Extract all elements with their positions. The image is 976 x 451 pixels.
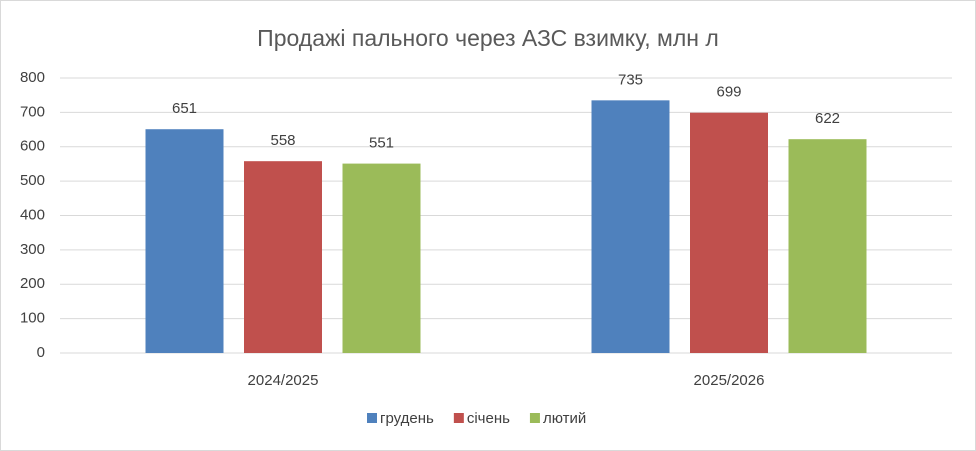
data-label: 551 <box>369 135 394 152</box>
legend-label: лютий <box>543 410 586 427</box>
legend-swatch <box>367 413 377 423</box>
y-tick-label: 500 <box>20 172 45 189</box>
y-tick-label: 300 <box>20 241 45 258</box>
legend-swatch <box>529 413 540 423</box>
chart-title: Продажі пального через АЗС взимку, млн л <box>257 25 719 51</box>
y-tick-label: 700 <box>20 103 45 120</box>
bar <box>591 100 670 353</box>
data-label: 651 <box>172 100 197 117</box>
y-tick-label: 800 <box>20 69 45 86</box>
y-tick-label: 200 <box>20 275 45 292</box>
x-tick-label: 2025/2026 <box>694 372 765 389</box>
y-tick-label: 0 <box>37 344 45 361</box>
legend-label: січень <box>467 410 510 427</box>
bar <box>342 163 421 353</box>
data-label: 558 <box>270 132 295 149</box>
legend-label: грудень <box>380 410 434 427</box>
data-label: 622 <box>815 110 840 127</box>
x-tick-label: 2024/2025 <box>248 372 319 389</box>
bar <box>788 139 867 353</box>
y-tick-label: 100 <box>20 310 45 327</box>
y-tick-label: 400 <box>20 206 45 223</box>
legend-swatch <box>453 413 464 423</box>
bar <box>690 112 768 353</box>
y-tick-label: 600 <box>20 138 45 155</box>
data-label: 699 <box>716 84 741 101</box>
bar <box>244 161 322 353</box>
bar <box>145 129 224 353</box>
data-label: 735 <box>618 71 643 88</box>
